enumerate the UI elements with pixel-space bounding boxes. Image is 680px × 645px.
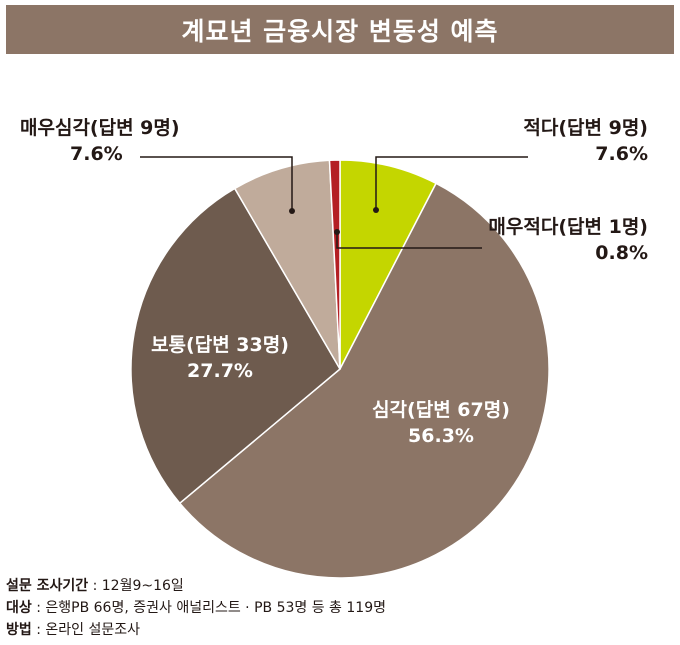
slice-label-little: 적다(답변 9명) 7.6% [523,115,648,167]
slice-label-very-serious: 매우심각(답변 9명) 7.6% [20,115,180,167]
leader-line-little [375,156,528,210]
slice-label-serious-value: 56.3% [408,425,474,447]
leader-line-very-little [336,232,482,249]
leader-line-very-serious [140,156,293,211]
pie-slice-very-serious [233,159,341,370]
slice-label-little-value: 7.6% [595,143,648,165]
pie-slice-very-little [328,159,341,370]
leader-lines [140,156,528,249]
footer-period-value: : 12월9~16일 [88,578,184,594]
slice-label-little-name: 적다(답변 9명) [523,117,648,139]
slice-label-very-serious-value: 7.6% [70,143,123,165]
chart-title: 계묘년 금융시장 변동성 예측 [6,5,674,54]
slice-label-very-little: 매우적다(답변 1명) 0.8% [488,214,648,266]
footer-method-key: 방법 [6,622,32,638]
slice-label-very-serious-name: 매우심각(답변 9명) [20,117,180,139]
slice-label-normal-name: 보통(답변 33명) [151,334,289,356]
leader-dot-very-serious [289,208,295,214]
survey-footer: 설문 조사기간 : 12월9~16일 대상 : 은행PB 66명, 증권사 애널… [6,575,386,641]
pie-slice-little [339,159,438,370]
slice-label-very-little-name: 매우적다(답변 1명) [488,216,648,238]
footer-method-value: : 온라인 설문조사 [31,622,140,638]
pie-slice-serious [178,182,550,579]
footer-target: 대상 : 은행PB 66명, 증권사 애널리스트 · PB 53명 등 총 11… [6,597,386,619]
slice-label-very-little-value: 0.8% [595,242,648,264]
footer-period: 설문 조사기간 : 12월9~16일 [6,575,386,597]
slice-label-normal: 보통(답변 33명) 27.7% [140,332,300,384]
pie-slice-normal [130,187,341,505]
slice-label-serious-name: 심각(답변 67명) [372,399,510,421]
footer-target-value: : 은행PB 66명, 증권사 애널리스트 · PB 53명 등 총 119명 [31,600,386,616]
leader-dot-very-little [334,229,340,235]
slice-label-serious: 심각(답변 67명) 56.3% [356,397,526,449]
footer-method: 방법 : 온라인 설문조사 [6,619,386,641]
leader-dot-little [373,207,379,213]
slice-label-normal-value: 27.7% [187,360,253,382]
pie-slices [130,159,550,579]
footer-period-key: 설문 조사기간 [6,578,89,594]
footer-target-key: 대상 [6,600,32,616]
